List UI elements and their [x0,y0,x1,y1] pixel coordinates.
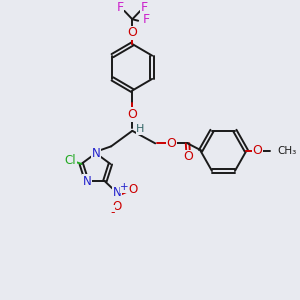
Text: +: + [120,182,129,192]
Text: -: - [110,206,115,219]
Text: F: F [116,2,124,14]
Text: Cl: Cl [64,154,76,167]
Text: O: O [167,137,176,150]
Text: N: N [113,186,122,199]
Text: O: O [128,108,137,121]
Text: F: F [143,13,150,26]
Text: H: H [136,124,145,134]
Text: CH₃: CH₃ [277,146,296,156]
Text: O: O [128,26,137,39]
Text: F: F [141,2,148,14]
Text: O: O [129,183,138,196]
Text: N: N [92,147,100,160]
Text: N: N [82,175,91,188]
Text: O: O [253,144,262,157]
Text: O: O [112,200,122,213]
Text: O: O [183,150,193,163]
